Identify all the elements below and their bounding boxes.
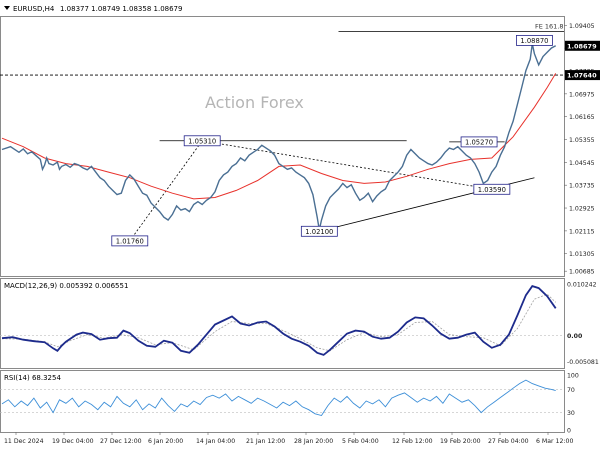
time-tick-label: 27 Feb 04:00 xyxy=(488,438,529,445)
time-tick-label: 12 Feb 12:00 xyxy=(392,438,433,445)
dotted-projection-line xyxy=(202,140,492,190)
annotation-label: 1.05310 xyxy=(188,137,216,145)
fibonacci-161-8-label: FE 161.8 xyxy=(535,23,564,31)
price-line xyxy=(1,43,557,231)
macd-signal-line xyxy=(1,293,556,352)
watermark: Action Forex xyxy=(205,93,304,112)
annotation-label: 1.01760 xyxy=(116,237,144,245)
macd-panel-frame xyxy=(0,278,565,369)
time-tick-label: 11 Dec 2024 xyxy=(4,438,44,445)
rsi-line xyxy=(1,379,556,417)
annotation-box xyxy=(111,235,149,247)
annotation-box xyxy=(460,136,498,148)
price-overlay: FE 161.8 1.01760 1.05310 1.02100 1.05270 1.03… xyxy=(111,23,564,247)
price-tick-label: 1.06165 xyxy=(569,114,595,121)
rsi-plot xyxy=(0,379,564,417)
price-annotation: 1.05310 xyxy=(183,135,221,147)
time-tick-label: 28 Jan 20:00 xyxy=(294,438,333,445)
rsi-tick-label: 100 xyxy=(567,373,579,380)
annotation-label: 1.02100 xyxy=(305,228,333,236)
macd-plot xyxy=(0,285,564,356)
rsi-tick-label: 30 xyxy=(567,410,575,417)
price-tick-label: 1.03735 xyxy=(569,183,595,190)
level-tag-bg xyxy=(565,70,600,81)
price-annotation: 1.02100 xyxy=(300,225,338,237)
price-tick-label: 1.02115 xyxy=(569,228,595,235)
price-tick-label: 1.00685 xyxy=(569,269,595,276)
rsi-panel-frame xyxy=(0,370,565,433)
macd-tick-label: -0.005081 xyxy=(567,359,599,366)
time-tick-label: 6 Mar 12:00 xyxy=(536,438,573,445)
time-tick-label: 21 Jan 12:00 xyxy=(246,438,285,445)
price-annotation: 1.01760 xyxy=(111,235,149,247)
rsi-tick-label: 70 xyxy=(567,387,575,394)
price-axis: 1.094051.085951.077851.069751.061651.053… xyxy=(564,23,600,276)
annotation-box xyxy=(300,225,338,237)
symbol-label: EURUSD,H4 xyxy=(13,5,55,13)
rsi-axis: 100 70 30 0 xyxy=(567,373,579,435)
macd-line xyxy=(1,285,557,356)
current-price-tag-bg xyxy=(565,40,600,51)
price-panel-frame xyxy=(0,16,565,277)
time-tick-label: 19 Dec 04:00 xyxy=(52,438,94,445)
annotation-box xyxy=(473,183,511,195)
annotation-label: 1.08870 xyxy=(520,37,548,45)
macd-tick-label: 0.010242 xyxy=(567,281,597,288)
price-annotation: 1.05270 xyxy=(460,136,498,148)
annotation-box xyxy=(183,135,221,147)
macd-label: MACD(12,26,9) 0.005392 0.006551 xyxy=(4,282,128,290)
annotation-label: 1.05270 xyxy=(465,138,493,146)
rsi-label: RSI(14) 68.3254 xyxy=(4,374,61,382)
moving-average-line xyxy=(1,73,557,200)
price-plot xyxy=(0,31,564,242)
macd-tick-label: 0.00 xyxy=(567,333,583,340)
time-tick-label: 6 Jan 20:00 xyxy=(148,438,183,445)
price-tick-label: 1.06975 xyxy=(569,91,595,98)
annotation-box xyxy=(516,35,553,46)
macd-axis: 0.010242 0.00 -0.005081 xyxy=(567,281,599,365)
rsi-tick-label: 0 xyxy=(567,428,571,435)
price-tick-label: 1.04545 xyxy=(569,160,595,167)
price-tick-label: 1.02925 xyxy=(569,206,595,213)
current-price-tag: 1.08679 xyxy=(567,42,597,50)
time-tick-label: 14 Jan 04:00 xyxy=(196,438,235,445)
time-tick-label: 19 Feb 20:00 xyxy=(440,438,481,445)
time-tick-label: 5 Feb 04:00 xyxy=(342,438,379,445)
annotation-label: 1.03590 xyxy=(478,186,506,194)
price-tick-label: 1.01305 xyxy=(569,251,595,258)
ohlc-readout: 1.08377 1.08749 1.08358 1.08679 xyxy=(60,5,182,13)
time-tick-label: 27 Dec 12:00 xyxy=(100,438,142,445)
price-tick-label: 1.09405 xyxy=(569,23,595,30)
level-tag: 1.07640 xyxy=(567,72,597,80)
price-annotation: 1.08870 xyxy=(516,35,553,46)
price-annotation: 1.03590 xyxy=(473,183,511,195)
price-tick-label: 1.05355 xyxy=(569,137,595,144)
dropdown-arrow-icon[interactable] xyxy=(4,6,10,10)
time-axis: 11 Dec 2024 19 Dec 04:00 27 Dec 12:00 6 Jan… xyxy=(4,432,573,445)
